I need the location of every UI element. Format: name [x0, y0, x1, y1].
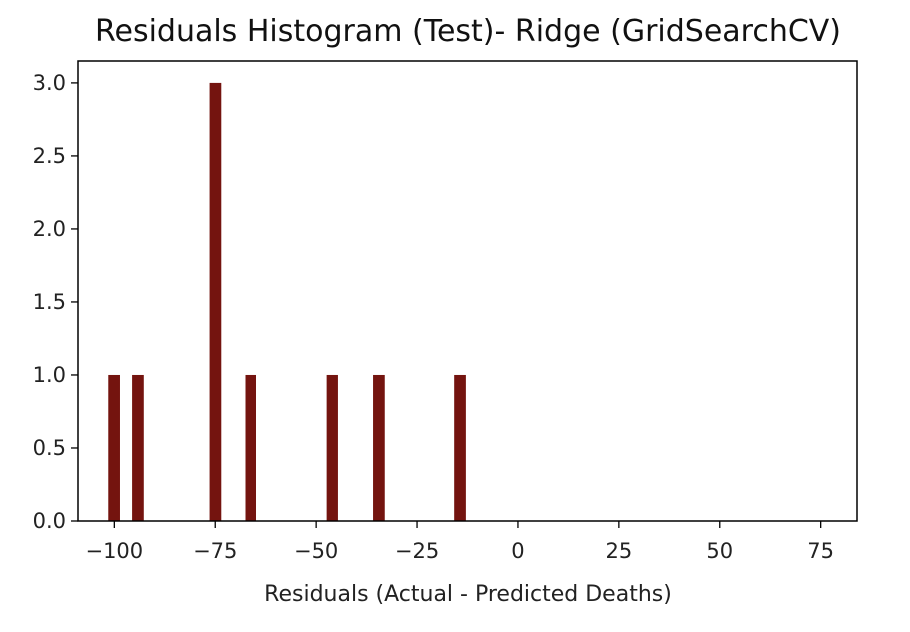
y-tick-label: 3.0: [33, 71, 66, 95]
y-tick-label: 2.5: [33, 144, 66, 168]
histogram-bar-4: [326, 374, 338, 521]
histogram-bar-2: [209, 82, 222, 522]
x-tick-label: −25: [395, 539, 439, 563]
y-tick-label: 1.5: [33, 290, 66, 314]
y-tick-label: 0.0: [33, 509, 66, 533]
x-tick-label: 75: [807, 539, 834, 563]
x-tick-label: 25: [605, 539, 632, 563]
x-tick-label: −75: [193, 539, 237, 563]
histogram-bar-1: [132, 374, 144, 521]
y-axis: 0.0 0.5 1.0 1.5 2.0 2.5 3.0: [33, 71, 78, 533]
chart-title: Residuals Histogram (Test)- Ridge (GridS…: [95, 14, 841, 49]
x-tick-label: −50: [294, 539, 338, 563]
y-tick-label: 1.0: [33, 363, 66, 387]
bars-group: [108, 82, 466, 522]
y-tick-label: 2.0: [33, 217, 66, 241]
histogram-bar-3: [245, 374, 256, 521]
histogram-bar-6: [454, 374, 466, 521]
x-tick-label: 50: [706, 539, 733, 563]
y-tick-label: 0.5: [33, 436, 66, 460]
x-tick-label: −100: [85, 539, 143, 563]
histogram-bar-5: [373, 374, 385, 521]
x-axis-label: Residuals (Actual - Predicted Deaths): [264, 582, 672, 607]
histogram-bar-0: [108, 374, 120, 521]
plot-frame: [77, 60, 858, 522]
x-tick-label: 0: [511, 539, 524, 563]
x-axis: −100 −75 −50 −25 0 25 50 75: [85, 521, 834, 563]
